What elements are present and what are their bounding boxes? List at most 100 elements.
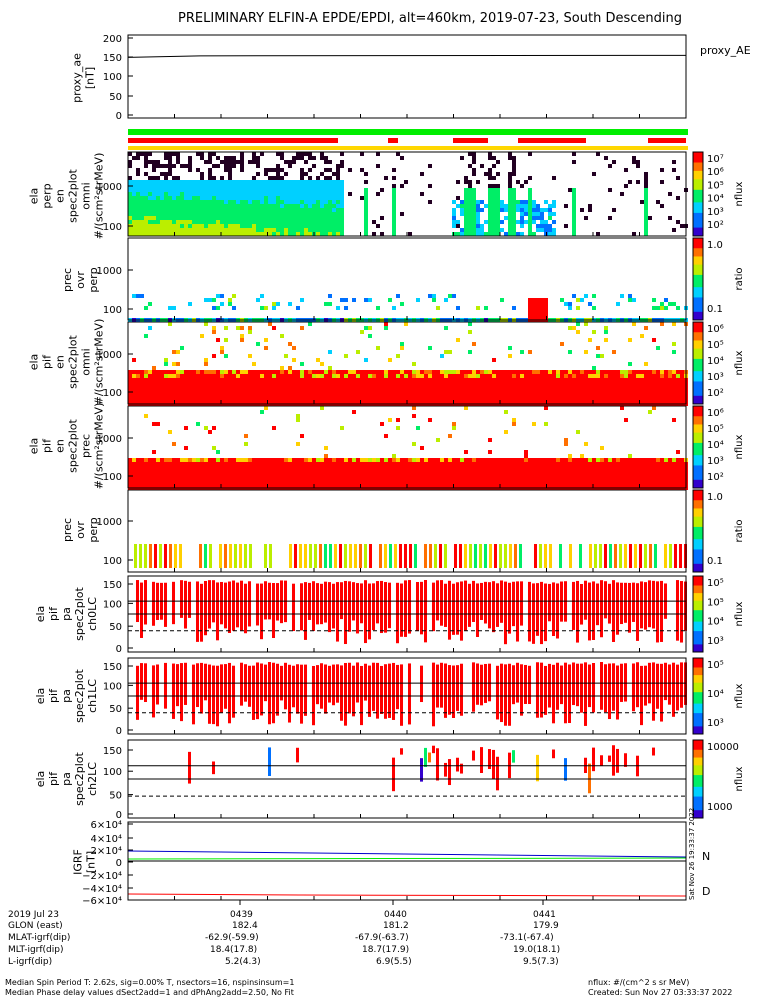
perp-spec-cell	[144, 164, 148, 168]
prec-spec-cell	[464, 482, 468, 486]
omni-spec-cell	[196, 394, 200, 398]
omni-spec-cell	[464, 386, 468, 390]
omni-spec-cell	[248, 326, 252, 330]
prec-spec-cell	[144, 482, 148, 486]
perp-spec-cell	[472, 168, 476, 172]
omni-spec-cell	[572, 386, 576, 390]
omni-spec-cell	[268, 386, 272, 390]
perp-spec-cell	[408, 232, 412, 236]
omni-spec-cell	[468, 398, 472, 402]
proxy-ae-ytick-3: 50	[109, 92, 122, 103]
proxy-ae-ytick-1: 150	[103, 53, 122, 64]
perp-spec-cell	[476, 204, 480, 208]
omni-spec-cell	[344, 390, 348, 394]
omni-spec-cell	[260, 386, 264, 390]
perp-spec-cell	[260, 228, 264, 232]
ratio2-bar	[139, 544, 142, 568]
omni-spec-cell	[132, 382, 136, 386]
omni-spec-cell	[564, 370, 568, 374]
prec-spec-cell	[576, 430, 580, 434]
perp-spec-cell	[248, 192, 252, 196]
prec-spec-cell	[584, 478, 588, 482]
omni-spec-cell	[240, 390, 244, 394]
perp-spec-cell	[232, 180, 236, 184]
prec-spec-cell	[352, 410, 356, 414]
perp-spec-cell	[160, 164, 164, 168]
omni-spec-cell	[184, 394, 188, 398]
prec-spec-cell	[668, 474, 672, 478]
pa-ch1-cbar-tick-2: 10³	[707, 718, 724, 729]
prec-spec-cell	[356, 478, 360, 482]
omni-spec-cell	[140, 382, 144, 386]
prec-spec-cell	[344, 478, 348, 482]
omni-spec-cell	[388, 374, 392, 378]
perp-spec-cell	[364, 224, 368, 228]
perp-spec-cell	[276, 176, 280, 180]
pa-ch0-column	[236, 583, 239, 628]
omni-spec-cell	[612, 390, 616, 394]
omni-spec-cell	[204, 386, 208, 390]
perp-spec-cell	[152, 180, 156, 184]
perp-spec-cell	[300, 152, 304, 156]
prec-spec-cell	[516, 474, 520, 478]
perp-spec-cell	[332, 228, 336, 232]
perp-spec-cell	[176, 176, 180, 180]
perp-spec-cell	[136, 228, 140, 232]
omni-spec-cell	[584, 390, 588, 394]
prec-spec-cell	[468, 470, 472, 474]
perp-spec-cell	[212, 180, 216, 184]
omni-spec-cell	[160, 386, 164, 390]
omni-spec-cell	[536, 374, 540, 378]
omni-spec-cell	[508, 390, 512, 394]
prec-spec-cell	[348, 478, 352, 482]
omni-spec-cell	[184, 398, 188, 402]
prec-spec-cell	[576, 458, 580, 462]
perp-spec-cell	[372, 220, 376, 224]
perp-spec-cell	[280, 204, 284, 208]
perp-spec-cell	[284, 188, 288, 192]
prec-spec-cell	[192, 482, 196, 486]
omni-spec-cell	[388, 370, 392, 374]
pa-ch1-column	[476, 663, 479, 704]
perp-spec-cell	[196, 204, 200, 208]
prec-spec-cell	[576, 470, 580, 474]
ratio1-ytick-0: 1000	[97, 266, 122, 277]
omni-spec-cell	[476, 386, 480, 390]
omni-spec-cell	[484, 394, 488, 398]
prec-spec-cell	[660, 458, 664, 462]
perp-spec-cell	[236, 180, 240, 184]
prec-spec-cell	[144, 466, 148, 470]
omni-spec-cell	[276, 394, 280, 398]
ratio2-bar	[269, 544, 272, 568]
omni-spec-cell	[236, 374, 240, 378]
omni-spec-cell	[480, 378, 484, 382]
perp-spec-cell	[208, 188, 212, 192]
prec-spec-cell	[548, 458, 552, 462]
omni-spec-cell	[224, 386, 228, 390]
prec-spec-cell	[228, 462, 232, 466]
perp-spec-cell	[220, 224, 224, 228]
perp-spec-cell	[164, 200, 168, 204]
perp-spec-cell	[204, 184, 208, 188]
perp-spec-cell	[188, 156, 192, 160]
omni-spec-cell	[656, 374, 660, 378]
perp-spec-cell	[536, 228, 540, 232]
perp-spec-cell	[272, 220, 276, 224]
prec-spec-cell	[432, 470, 436, 474]
prec-spec-cell	[204, 458, 208, 462]
prec-spec-cell	[244, 434, 248, 438]
prec-spec-cell	[444, 458, 448, 462]
perp-spec-cell	[188, 192, 192, 196]
perp-spec-cell	[528, 188, 532, 192]
omni-spec-cell	[224, 378, 228, 382]
omni-spec-cell	[292, 382, 296, 386]
prec-spec-cell	[388, 478, 392, 482]
omni-spec-cell	[652, 374, 656, 378]
omni-spec-cell	[472, 390, 476, 394]
perp-spec-cell	[304, 152, 308, 156]
prec-spec-cell	[572, 462, 576, 466]
prec-spec-cell	[176, 458, 180, 462]
omni-spec-cell	[552, 370, 556, 374]
pa-ch1-column	[232, 666, 235, 718]
prec-spec-cell	[288, 482, 292, 486]
